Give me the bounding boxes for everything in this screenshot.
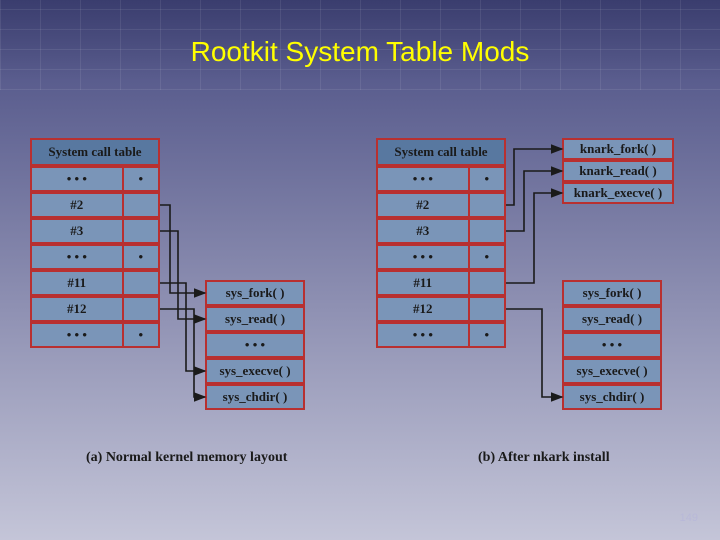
table-cell: #2 [376, 192, 470, 218]
table-cell: #2 [30, 192, 124, 218]
sys-target: sys_read( ) [205, 306, 305, 332]
table-cell [122, 270, 160, 296]
knark-target: knark_fork( ) [562, 138, 674, 160]
table-cell: • • • [30, 244, 124, 270]
table-cell [468, 218, 506, 244]
table-cell: • • • [376, 166, 470, 192]
knark-target: knark_read( ) [562, 160, 674, 182]
sys-target: sys_fork( ) [562, 280, 662, 306]
table-cell: #12 [376, 296, 470, 322]
table-cell: • [122, 322, 160, 348]
table-cell: #3 [30, 218, 124, 244]
sys-target: sys_chdir( ) [205, 384, 305, 410]
table-header: System call table [30, 138, 160, 166]
sys-target: sys_read( ) [562, 306, 662, 332]
table-cell: • • • [376, 322, 470, 348]
sys-target: sys_execve( ) [562, 358, 662, 384]
table-cell [122, 296, 160, 322]
table-cell [122, 192, 160, 218]
table-cell: • [468, 244, 506, 270]
slide-title: Rootkit System Table Mods [0, 36, 720, 68]
sys-target: sys_chdir( ) [562, 384, 662, 410]
table-cell: • • • [30, 166, 124, 192]
table-header: System call table [376, 138, 506, 166]
table-cell [468, 296, 506, 322]
sys-target: • • • [562, 332, 662, 358]
table-cell: • [468, 166, 506, 192]
table-cell: • [122, 244, 160, 270]
table-cell: #3 [376, 218, 470, 244]
slide-number: 149 [680, 512, 698, 524]
table-cell: • [122, 166, 160, 192]
table-cell: • • • [376, 244, 470, 270]
table-cell: • • • [30, 322, 124, 348]
sys-target: • • • [205, 332, 305, 358]
knark-target: knark_execve( ) [562, 182, 674, 204]
table-cell: • [468, 322, 506, 348]
table-cell [468, 192, 506, 218]
caption-b: (b) After nkark install [478, 450, 610, 466]
sys-target: sys_execve( ) [205, 358, 305, 384]
table-cell [468, 270, 506, 296]
sys-target: sys_fork( ) [205, 280, 305, 306]
table-cell: #12 [30, 296, 124, 322]
caption-a: (a) Normal kernel memory layout [86, 450, 287, 466]
table-cell: #11 [376, 270, 470, 296]
table-cell [122, 218, 160, 244]
table-cell: #11 [30, 270, 124, 296]
